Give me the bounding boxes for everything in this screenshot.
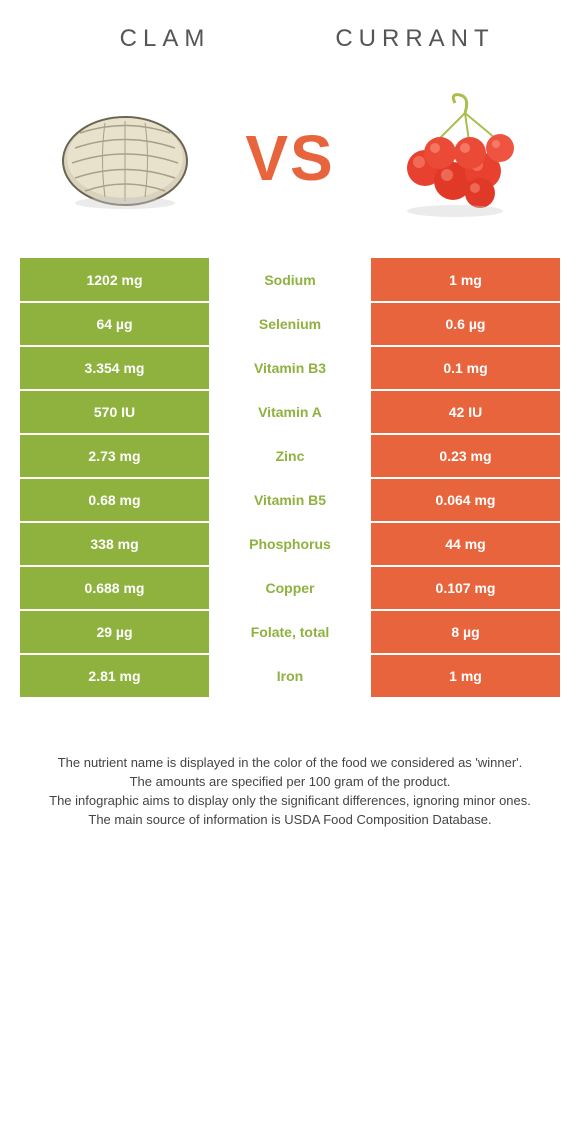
nutrient-label: Sodium — [209, 258, 371, 302]
right-value: 44 mg — [371, 522, 560, 566]
left-value: 0.688 mg — [20, 566, 209, 610]
nutrient-tbody: 1202 mgSodium1 mg64 µgSelenium0.6 µg3.35… — [20, 258, 560, 698]
nutrient-label: Vitamin B3 — [209, 346, 371, 390]
table-row: 338 mgPhosphorus44 mg — [20, 522, 560, 566]
left-value: 2.73 mg — [20, 434, 209, 478]
left-value: 3.354 mg — [20, 346, 209, 390]
table-row: 29 µgFolate, total8 µg — [20, 610, 560, 654]
clam-icon — [50, 103, 200, 213]
hero-row: VS — [0, 68, 580, 258]
nutrient-label: Vitamin A — [209, 390, 371, 434]
left-value: 1202 mg — [20, 258, 209, 302]
footnote-line: The main source of information is USDA F… — [30, 811, 550, 830]
left-value: 29 µg — [20, 610, 209, 654]
nutrient-label: Folate, total — [209, 610, 371, 654]
header: CLAM CURRANT — [0, 0, 580, 68]
table-row: 0.68 mgVitamin B50.064 mg — [20, 478, 560, 522]
infographic-container: CLAM CURRANT VS — [0, 0, 580, 849]
right-value: 0.6 µg — [371, 302, 560, 346]
left-value: 64 µg — [20, 302, 209, 346]
nutrient-label: Phosphorus — [209, 522, 371, 566]
nutrient-label: Iron — [209, 654, 371, 698]
right-value: 0.1 mg — [371, 346, 560, 390]
left-value: 0.68 mg — [20, 478, 209, 522]
table-row: 1202 mgSodium1 mg — [20, 258, 560, 302]
right-value: 1 mg — [371, 258, 560, 302]
footnote-line: The nutrient name is displayed in the co… — [30, 754, 550, 773]
nutrient-label: Vitamin B5 — [209, 478, 371, 522]
nutrient-label: Copper — [209, 566, 371, 610]
right-value: 0.107 mg — [371, 566, 560, 610]
nutrient-label: Zinc — [209, 434, 371, 478]
right-food-title: CURRANT — [290, 25, 540, 53]
left-value: 338 mg — [20, 522, 209, 566]
footnote-line: The amounts are specified per 100 gram o… — [30, 773, 550, 792]
table-row: 64 µgSelenium0.6 µg — [20, 302, 560, 346]
nutrient-table: 1202 mgSodium1 mg64 µgSelenium0.6 µg3.35… — [20, 258, 560, 699]
right-value: 8 µg — [371, 610, 560, 654]
table-row: 570 IUVitamin A42 IU — [20, 390, 560, 434]
table-row: 2.73 mgZinc0.23 mg — [20, 434, 560, 478]
footnotes: The nutrient name is displayed in the co… — [0, 699, 580, 849]
table-row: 3.354 mgVitamin B30.1 mg — [20, 346, 560, 390]
currant-icon — [385, 93, 525, 223]
vs-label: VS — [245, 121, 334, 195]
left-value: 2.81 mg — [20, 654, 209, 698]
nutrient-label: Selenium — [209, 302, 371, 346]
table-row: 2.81 mgIron1 mg — [20, 654, 560, 698]
right-value: 42 IU — [371, 390, 560, 434]
currant-image — [380, 98, 530, 218]
right-value: 1 mg — [371, 654, 560, 698]
clam-image — [50, 98, 200, 218]
left-food-title: CLAM — [40, 25, 290, 53]
table-row: 0.688 mgCopper0.107 mg — [20, 566, 560, 610]
footnote-line: The infographic aims to display only the… — [30, 792, 550, 811]
right-value: 0.064 mg — [371, 478, 560, 522]
left-value: 570 IU — [20, 390, 209, 434]
right-value: 0.23 mg — [371, 434, 560, 478]
